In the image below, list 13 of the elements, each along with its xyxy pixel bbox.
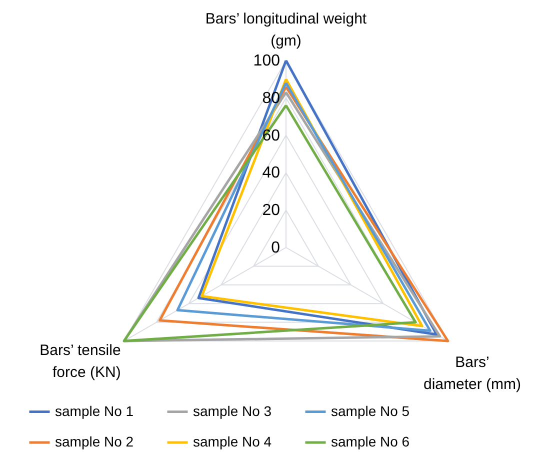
spoke-label: Bars’ longitudinal weight (gm) [205, 10, 368, 50]
spoke-label: Bars’ diameter (mm) [423, 354, 521, 394]
legend-label: sample No 3 [193, 402, 272, 419]
y-tick-label: 40 [262, 164, 280, 182]
y-tick-label: 20 [262, 202, 280, 220]
legend-label: sample No 5 [331, 402, 410, 419]
legend-label: sample No 1 [55, 402, 134, 419]
y-tick-label: 100 [253, 52, 280, 70]
legend-label: sample No 4 [193, 434, 272, 450]
legend-label: sample No 2 [55, 434, 134, 450]
legend-label: sample No 6 [331, 434, 410, 450]
y-tick-label: 0 [271, 240, 280, 256]
spoke-label: Bars’ tensile force (KN) [40, 342, 121, 381]
